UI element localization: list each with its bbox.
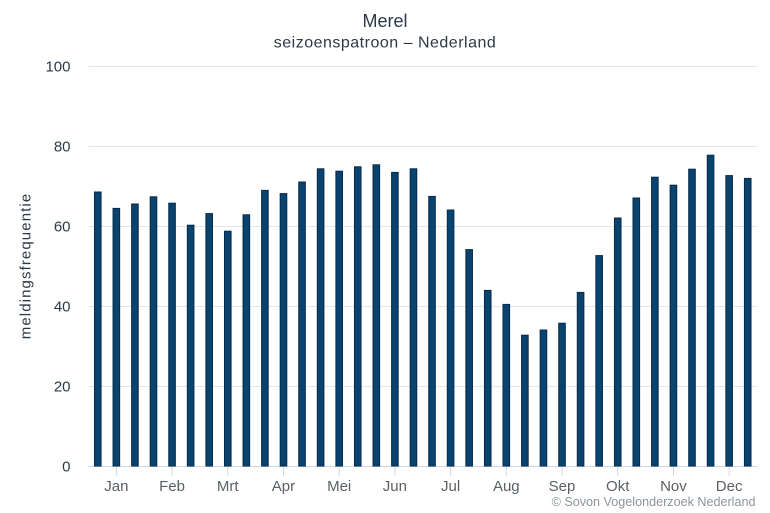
svg-text:20: 20 bbox=[54, 378, 71, 395]
svg-text:Okt: Okt bbox=[606, 478, 630, 495]
svg-text:Mrt: Mrt bbox=[217, 478, 239, 495]
svg-text:0: 0 bbox=[62, 458, 70, 475]
svg-text:Merel: Merel bbox=[362, 11, 407, 31]
svg-text:Mei: Mei bbox=[327, 478, 351, 495]
svg-text:meldingsfrequentie: meldingsfrequentie bbox=[18, 193, 35, 340]
svg-text:40: 40 bbox=[54, 298, 71, 315]
svg-text:Dec: Dec bbox=[716, 478, 743, 495]
svg-text:Aug: Aug bbox=[493, 478, 520, 495]
svg-text:Nov: Nov bbox=[660, 478, 687, 495]
svg-text:80: 80 bbox=[54, 138, 71, 155]
svg-text:Feb: Feb bbox=[159, 478, 185, 495]
svg-text:Sep: Sep bbox=[549, 478, 576, 495]
svg-text:seizoenspatroon – Nederland: seizoenspatroon – Nederland bbox=[274, 35, 497, 52]
svg-text:Jul: Jul bbox=[441, 478, 460, 495]
svg-text:Jun: Jun bbox=[383, 478, 407, 495]
svg-text:60: 60 bbox=[54, 218, 71, 235]
svg-text:© Sovon Vogelonderzoek Nederla: © Sovon Vogelonderzoek Nederland bbox=[552, 495, 756, 509]
svg-text:Apr: Apr bbox=[272, 478, 295, 495]
svg-text:Jan: Jan bbox=[104, 478, 128, 495]
svg-text:100: 100 bbox=[45, 58, 70, 75]
